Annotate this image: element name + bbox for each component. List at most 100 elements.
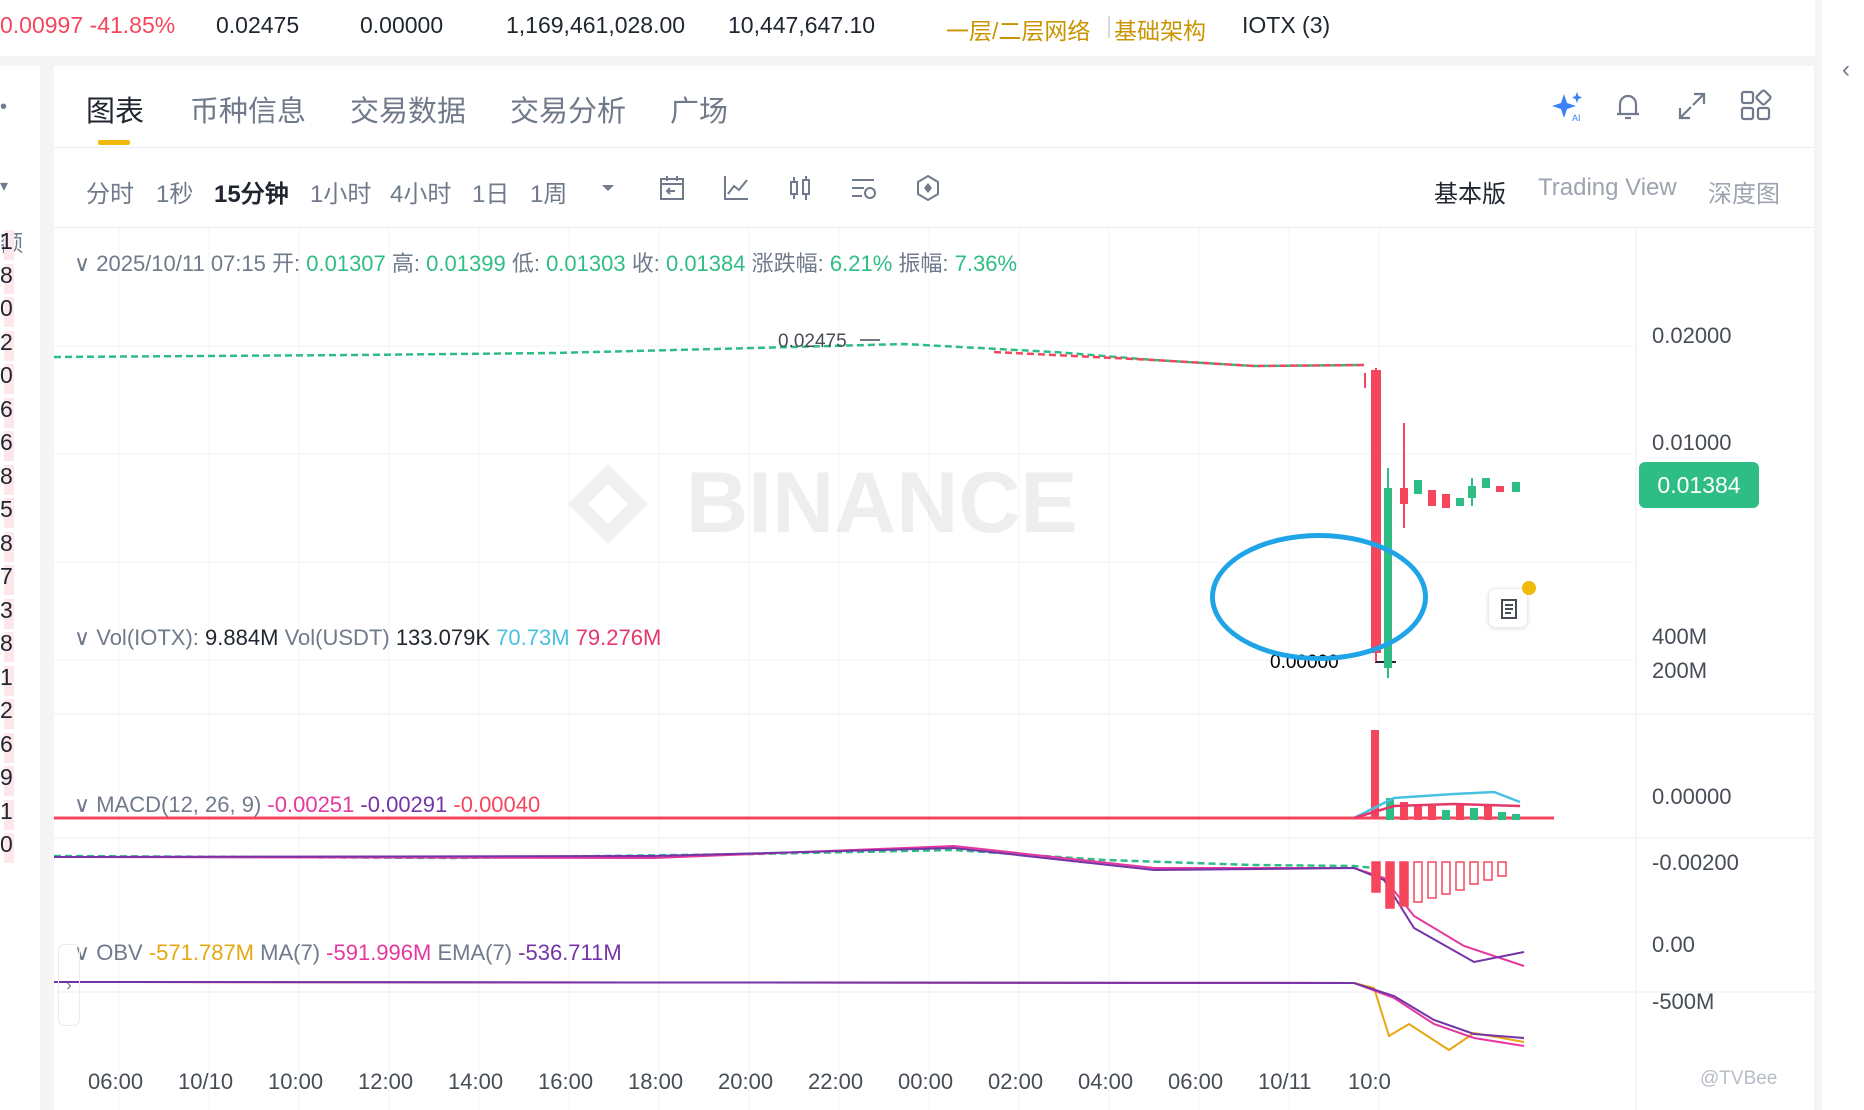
orderbook-amount: 6 xyxy=(0,395,13,422)
expand-icon[interactable] xyxy=(1674,88,1710,124)
macd-histogram-bar xyxy=(1469,861,1479,885)
ohlc-legend: ∨ 2025/10/11 07:15 开: 0.01307 高: 0.01399… xyxy=(74,246,1017,278)
macd-histogram-bar xyxy=(1399,861,1409,907)
volume-bar xyxy=(1428,806,1436,820)
volume-bar xyxy=(1400,802,1408,820)
tag-layer-network[interactable]: 一层/二层网络 xyxy=(946,18,1091,44)
obv-legend: ∨ OBV -571.787M MA(7) -591.996M EMA(7) -… xyxy=(74,940,622,966)
time-axis-label: 06:00 xyxy=(88,1069,144,1094)
tag-separator: | xyxy=(1106,12,1112,38)
ticker-high: 0.02475 xyxy=(216,12,300,38)
ticker-low: 0.00000 xyxy=(360,12,444,38)
orderbook-amount: 0 xyxy=(0,831,13,857)
indicator-icon[interactable] xyxy=(720,172,752,204)
ohlc-open: 0.01307 xyxy=(306,251,386,276)
time-axis-label: 10:00 xyxy=(268,1069,324,1094)
ohlc-amplitude-label: 振幅: xyxy=(898,251,949,276)
obv-value: -571.787M xyxy=(148,940,255,965)
time-axis-label: 12:00 xyxy=(358,1069,414,1094)
price-axis-label: 0.02000 xyxy=(1652,323,1732,348)
time-axis-label: 06:00 xyxy=(1168,1069,1224,1094)
volume-bar xyxy=(1498,812,1506,820)
volume-bar xyxy=(1442,810,1450,820)
macd-value-2: -0.00291 xyxy=(360,792,448,817)
left-strip-dots[interactable]: • xyxy=(0,96,8,118)
interval-time[interactable]: 分时 xyxy=(86,181,134,208)
interval-1h[interactable]: 1小时 xyxy=(310,181,372,208)
tab-trading-analysis[interactable]: 交易分析 xyxy=(510,96,627,128)
orderbook-amount: 1 xyxy=(0,228,13,254)
ohlc-close: 0.01384 xyxy=(665,251,746,276)
time-axis-label: 10/11 xyxy=(1258,1069,1312,1094)
interval-1s[interactable]: 1秒 xyxy=(156,181,194,208)
ohlc-high-label: 高: xyxy=(391,251,421,276)
orderbook-amount: 8 xyxy=(0,630,13,656)
calendar-icon[interactable] xyxy=(656,172,688,204)
bell-icon[interactable] xyxy=(1610,88,1646,124)
macd-axis-label: 0.00000 xyxy=(1652,784,1732,809)
volume-bar xyxy=(1414,804,1422,820)
macd-collapse-icon[interactable]: ∨ xyxy=(74,792,91,817)
tab-coin-info[interactable]: 币种信息 xyxy=(190,96,307,128)
layout-grid-icon[interactable] xyxy=(1738,88,1774,124)
interval-15m[interactable]: 15分钟 xyxy=(214,181,289,208)
depth-bar xyxy=(4,230,14,260)
tag-infrastructure[interactable]: 基础架构 xyxy=(1114,18,1206,44)
macd-histogram-bar xyxy=(1441,861,1451,895)
depth-bar xyxy=(4,699,14,729)
interval-4h[interactable]: 4小时 xyxy=(390,181,452,208)
tab-trading-data[interactable]: 交易数据 xyxy=(350,96,467,128)
interval-1d[interactable]: 1日 xyxy=(472,181,510,208)
orderbook-amount: 1 xyxy=(0,663,13,690)
depth-bar xyxy=(4,297,14,327)
depth-bar xyxy=(4,464,14,495)
depth-bar xyxy=(4,565,14,595)
legend-collapse-icon[interactable]: ∨ xyxy=(74,251,91,276)
time-axis-label: 20:00 xyxy=(718,1069,774,1094)
orderbook-amount: 1 xyxy=(0,797,13,824)
price-line-up xyxy=(54,342,1365,368)
price-axis-label: 0.01000 xyxy=(1652,430,1732,455)
macd-value-1: -0.00251 xyxy=(267,792,355,817)
macd-value-3: -0.00040 xyxy=(453,792,541,817)
obv-ema-label: EMA(7) xyxy=(437,940,513,965)
orderbook-amount: 0 xyxy=(0,295,13,321)
orderbook-amount: 9 xyxy=(0,764,13,790)
volume-ma-1 xyxy=(1353,790,1521,820)
time-axis-label: 02:00 xyxy=(988,1069,1044,1094)
tab-square[interactable]: 广场 xyxy=(670,96,729,128)
orderbook-amount: 8 xyxy=(0,529,13,556)
hexagon-icon[interactable] xyxy=(912,172,944,204)
chevron-left-icon[interactable]: ‹ xyxy=(1842,56,1850,83)
depth-bar xyxy=(4,665,14,696)
depth-bar xyxy=(4,732,14,763)
macd-histogram-bar xyxy=(1427,861,1437,899)
kline-chart[interactable]: BINANCE 0.02475 0.00000 xyxy=(54,228,1814,1110)
settings-sliders-icon[interactable] xyxy=(848,172,880,204)
view-tradingview[interactable]: Trading View xyxy=(1538,174,1677,201)
view-depth[interactable]: 深度图 xyxy=(1708,181,1780,208)
volume-collapse-icon[interactable]: ∨ xyxy=(74,625,91,650)
macd-histogram-bar xyxy=(1413,861,1423,903)
candle-type-icon[interactable] xyxy=(784,172,816,204)
obv-axis-label: 0.00 xyxy=(1652,932,1695,957)
expand-panel-button[interactable]: › xyxy=(58,944,80,1026)
depth-bar xyxy=(4,364,14,394)
chart-panel: 图表 币种信息 交易数据 交易分析 广场 AI 分时 1秒 15分钟 1小时 4… xyxy=(54,66,1814,1110)
macd-histogram-bar xyxy=(1497,861,1507,877)
chevron-down-icon[interactable] xyxy=(592,172,624,204)
news-badge-icon[interactable] xyxy=(1488,581,1536,628)
orderbook-amount: 7 xyxy=(0,563,13,589)
macd-histogram-bar xyxy=(1371,861,1381,893)
ohlc-close-label: 收: xyxy=(631,251,660,276)
ai-sparkle-icon[interactable]: AI xyxy=(1550,88,1586,124)
obv-ema-line xyxy=(54,981,1525,1039)
ohlc-change-label: 涨跌幅: xyxy=(751,251,824,276)
ticker-pair[interactable]: IOTX (3) xyxy=(1242,12,1331,38)
interval-1w[interactable]: 1周 xyxy=(530,181,568,208)
tab-chart[interactable]: 图表 xyxy=(86,96,145,128)
view-basic[interactable]: 基本版 xyxy=(1434,181,1506,208)
left-strip-caret[interactable]: ▾ xyxy=(0,178,9,195)
vol-quote-label: Vol(USDT) xyxy=(284,625,390,650)
volume-ma-2 xyxy=(1353,802,1521,820)
